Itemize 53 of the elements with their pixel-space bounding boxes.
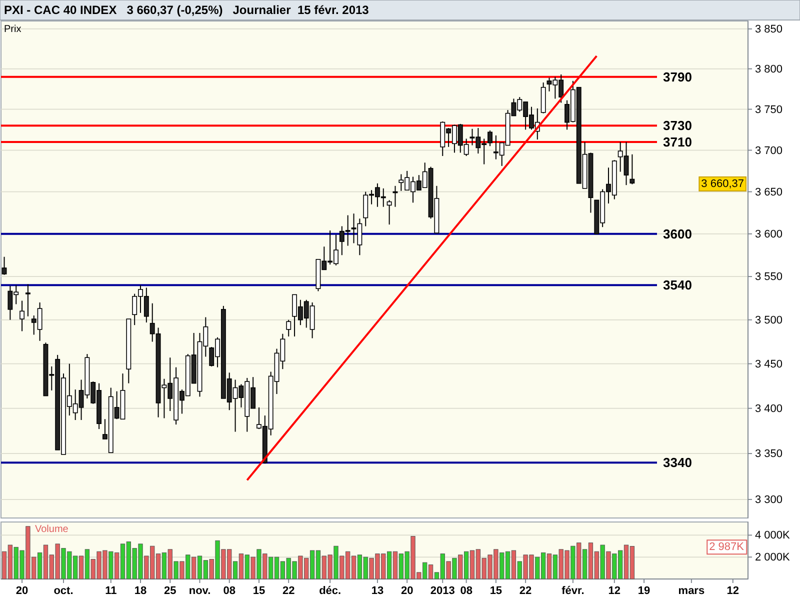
y-tick-label: 3 700 [755,144,783,157]
y-tick-label: 3 550 [755,271,783,284]
ref-line-label: 3790 [663,69,692,84]
x-tick-label: 15 [252,584,266,597]
chart-title: Volume [35,524,69,535]
x-tick-label: 25 [164,584,176,597]
y-tick-label: 3 350 [755,448,783,460]
x-tick-label: 15 [490,584,502,597]
x-tick-label: 20 [400,584,414,597]
y-tick-label: 3 750 [755,104,783,116]
x-tick-label: 2013 [430,584,455,597]
ref-line-label: 3730 [663,118,692,134]
x-tick-label: déc. [319,584,342,597]
x-tick-label: 08 [223,584,236,597]
candlestick [20,300,25,332]
y-tick-label: 4 000K [755,530,791,542]
ref-line-label: 3340 [663,455,692,470]
candlestick [286,319,292,337]
y-tick-label: 3 800 [755,63,783,76]
y-tick-label: 3 600 [755,228,783,240]
x-tick-label: 12 [726,584,740,597]
y-tick-label: 3 450 [755,358,783,370]
candlestick [630,154,635,185]
x-tick-label: oct. [54,584,74,597]
x-tick-label: 20 [16,584,28,597]
y-tick-label: 3 850 [755,23,783,36]
x-tick-label: 22 [519,584,532,597]
y-tick-label: 3 300 [755,494,783,506]
x-tick-label: 19 [638,584,650,597]
candlestick [488,130,492,147]
x-tick-label: 12 [608,584,621,597]
x-tick-label: 11 [105,584,117,597]
candlestick [25,284,30,317]
ref-line-label: 3710 [663,134,692,150]
annotation: 3 660,37 [701,178,744,190]
annotation: 2 987K [709,541,745,554]
y-axis-title: Prix [4,24,22,35]
x-tick-label: 22 [282,584,295,597]
chart-title: PXI - CAC 40 INDEX 3 660,37 (-0,25%) Journalier 15 févr. 2013 [4,3,370,17]
ref-line-label: 3540 [663,278,692,293]
y-tick-label: 3 400 [755,402,783,415]
x-tick-label: 18 [134,584,147,597]
candlestick [386,200,392,226]
y-tick-label: 3 650 [755,186,783,198]
x-tick-label: nov. [188,584,211,597]
x-tick-label: févr. [562,584,584,597]
x-tick-label: 13 [371,584,384,597]
x-tick-label: 08 [460,584,472,597]
candlestick [2,256,7,276]
x-tick-label: mars [678,584,705,597]
ref-line-label: 3600 [663,226,692,242]
y-tick-label: 2 000K [755,552,791,564]
y-tick-label: 3 500 [755,314,783,326]
